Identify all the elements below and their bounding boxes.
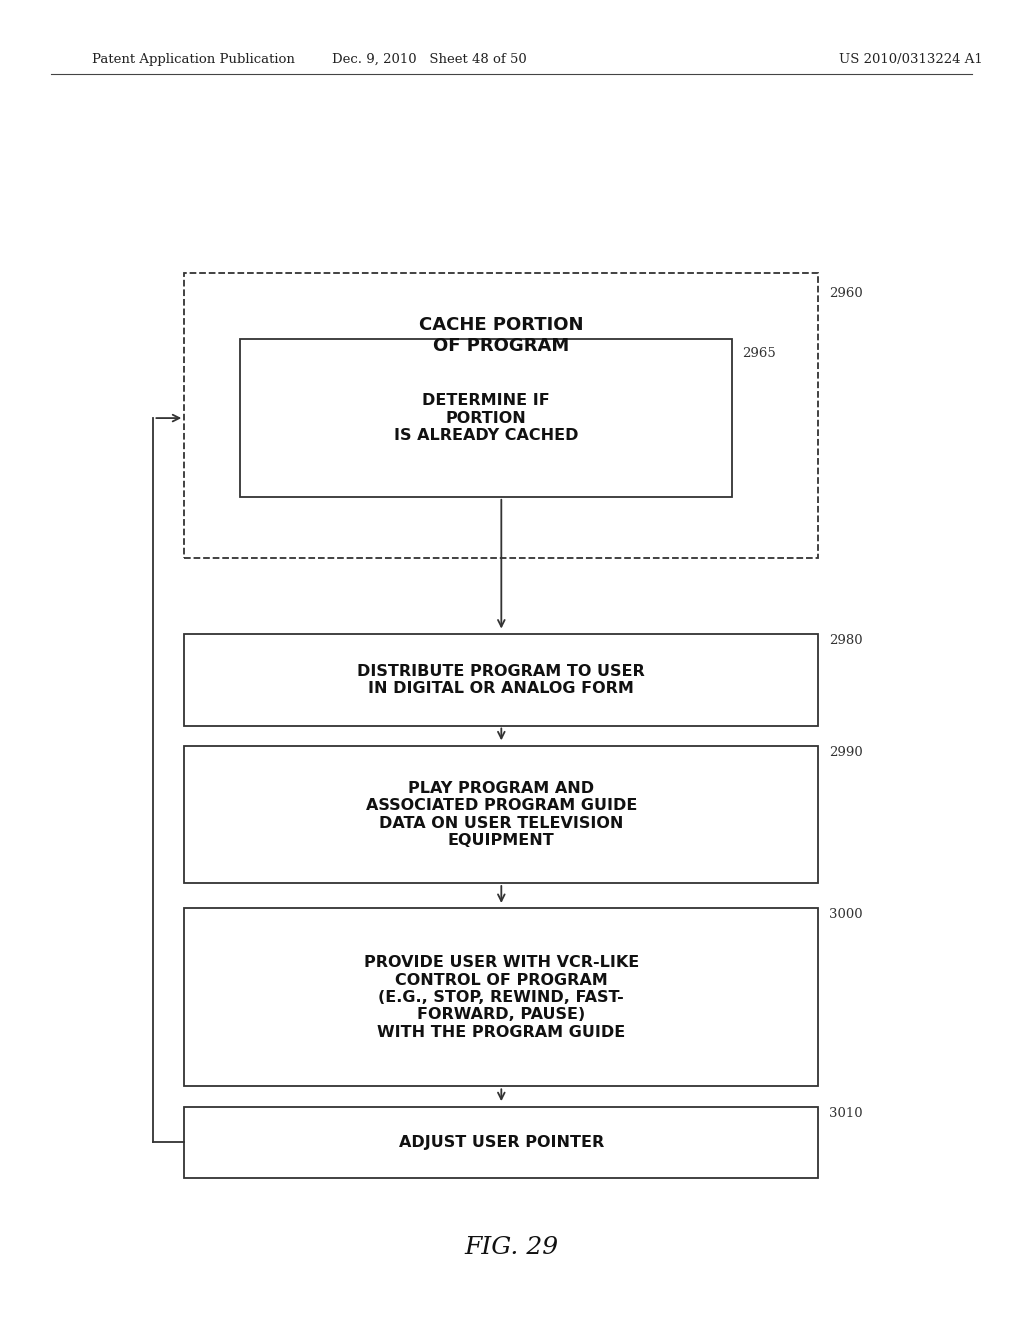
- Text: PROVIDE USER WITH VCR-LIKE
CONTROL OF PROGRAM
(E.G., STOP, REWIND, FAST-
FORWARD: PROVIDE USER WITH VCR-LIKE CONTROL OF PR…: [364, 956, 639, 1040]
- Text: PLAY PROGRAM AND
ASSOCIATED PROGRAM GUIDE
DATA ON USER TELEVISION
EQUIPMENT: PLAY PROGRAM AND ASSOCIATED PROGRAM GUID…: [366, 781, 637, 847]
- FancyBboxPatch shape: [241, 339, 731, 496]
- Text: DETERMINE IF
PORTION
IS ALREADY CACHED: DETERMINE IF PORTION IS ALREADY CACHED: [393, 393, 579, 444]
- Text: 2960: 2960: [828, 288, 862, 301]
- FancyBboxPatch shape: [184, 746, 818, 883]
- FancyBboxPatch shape: [184, 273, 818, 558]
- FancyBboxPatch shape: [184, 634, 818, 726]
- Text: 3000: 3000: [828, 908, 862, 921]
- FancyBboxPatch shape: [184, 1106, 818, 1177]
- Text: FIG. 29: FIG. 29: [465, 1236, 559, 1259]
- Text: 2965: 2965: [741, 347, 775, 360]
- Text: 2990: 2990: [828, 746, 862, 759]
- Text: Dec. 9, 2010   Sheet 48 of 50: Dec. 9, 2010 Sheet 48 of 50: [333, 53, 527, 66]
- Text: 2980: 2980: [828, 634, 862, 647]
- Text: US 2010/0313224 A1: US 2010/0313224 A1: [839, 53, 983, 66]
- FancyBboxPatch shape: [184, 908, 818, 1086]
- Text: CACHE PORTION
OF PROGRAM: CACHE PORTION OF PROGRAM: [419, 317, 584, 355]
- Text: Patent Application Publication: Patent Application Publication: [92, 53, 295, 66]
- Text: 3010: 3010: [828, 1106, 862, 1119]
- Text: ADJUST USER POINTER: ADJUST USER POINTER: [398, 1135, 604, 1150]
- Text: DISTRIBUTE PROGRAM TO USER
IN DIGITAL OR ANALOG FORM: DISTRIBUTE PROGRAM TO USER IN DIGITAL OR…: [357, 664, 645, 696]
